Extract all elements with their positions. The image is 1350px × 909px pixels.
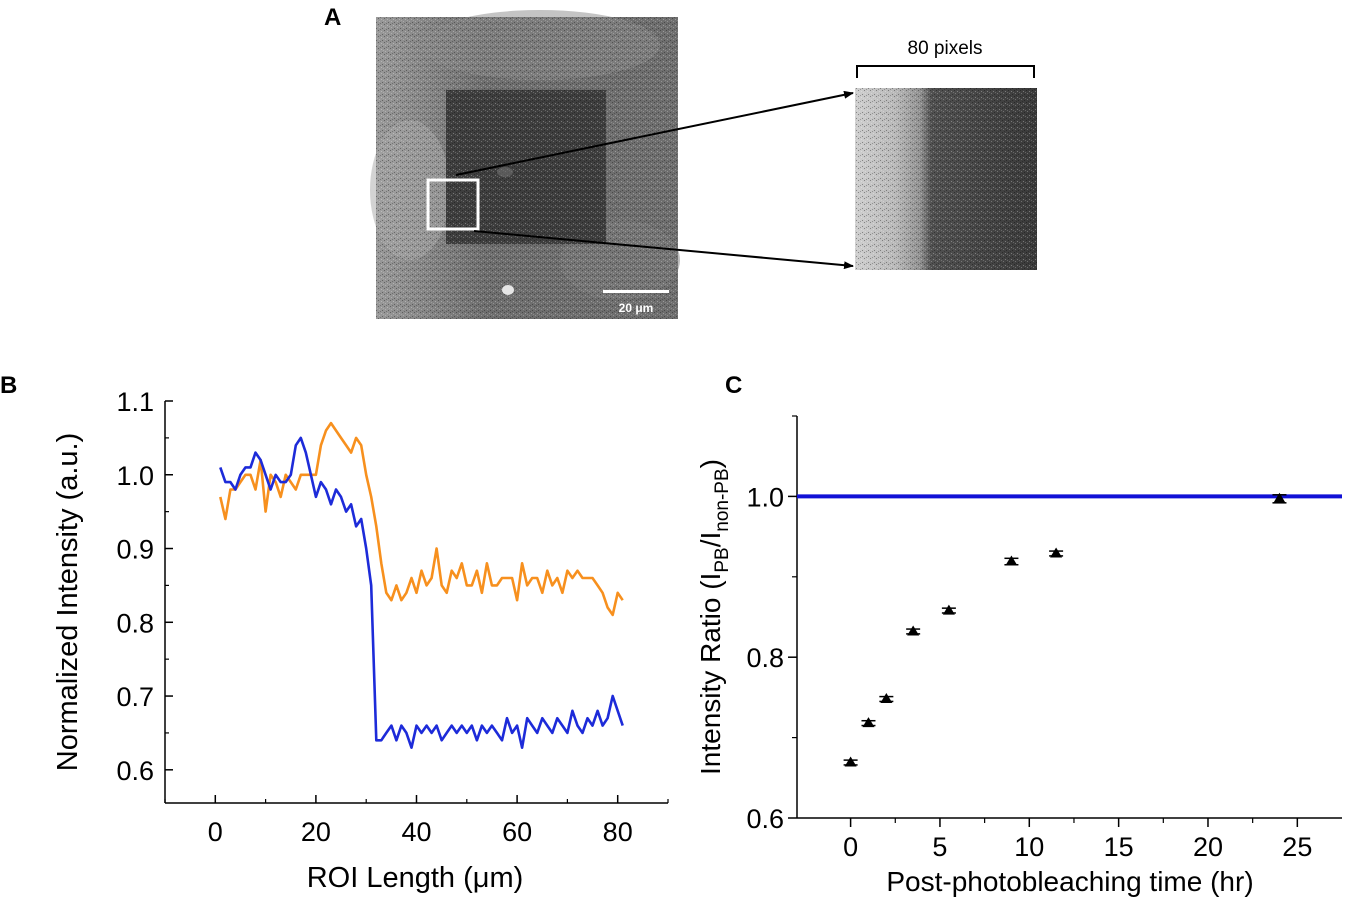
microscopy-image: 20 μm <box>370 10 680 319</box>
chart-b-x-tick-label: 80 <box>603 817 633 847</box>
chart-c-x-tick-label: 25 <box>1282 832 1312 862</box>
chart-c-point <box>1004 555 1019 566</box>
chart-c-xlabel: Post-photobleaching time (hr) <box>886 866 1253 897</box>
chart-b-y-tick-label: 0.9 <box>116 535 154 565</box>
chart-c-ylabel: Intensity Ratio (IPB/Inon-PB) <box>695 459 733 775</box>
chart-b-x-tick-label: 60 <box>502 817 532 847</box>
chart-c-x-tick-label: 0 <box>843 832 858 862</box>
chart-c-marker <box>1005 555 1018 566</box>
chart-c-y-tick-label: 0.8 <box>746 643 784 673</box>
chart-c-x-tick-label: 20 <box>1193 832 1223 862</box>
zoom-arrow-top <box>455 90 854 176</box>
chart-c-x-tick-label: 15 <box>1104 832 1134 862</box>
chart-c-x-tick-label: 10 <box>1014 832 1044 862</box>
roi-box <box>426 178 480 231</box>
chart-c-point <box>843 756 858 767</box>
chart-c-point <box>1272 492 1287 504</box>
chart-c-point <box>1049 547 1064 558</box>
chart-c-point <box>941 604 956 615</box>
chart-b-series-orange <box>219 421 624 617</box>
chart-c-y-tick-label: 1.0 <box>746 482 784 512</box>
scale-bar-label: 20 μm <box>619 301 654 315</box>
chart-b-y-tick-label: 0.6 <box>116 756 154 786</box>
zoom-arrow-bottom <box>473 230 854 270</box>
chart-b-x-tick-label: 0 <box>208 817 223 847</box>
chart-b-y-tick-label: 0.7 <box>116 682 154 712</box>
chart-c-marker <box>942 604 955 615</box>
zoom-label: 80 pixels <box>908 38 983 59</box>
scale-bar <box>603 290 669 293</box>
chart-b-y-tick-label: 1.0 <box>116 461 154 491</box>
chart-c-marker <box>844 756 857 767</box>
panel-a-letter: A <box>324 4 341 31</box>
panel-a: A 20 μm 80 pixels <box>324 4 1037 319</box>
zoomed-image <box>855 88 1037 270</box>
chart-b-xlabel: ROI Length (μm) <box>307 862 524 894</box>
panel-c-letter: C <box>725 372 742 399</box>
chart-b-ylabel: Normalized Intensity (a.u.) <box>52 433 84 771</box>
chart-c-y-tick-label: 0.6 <box>746 804 784 834</box>
chart-c-point <box>879 693 894 704</box>
chart-b-y-tick-label: 1.1 <box>116 387 154 417</box>
chart-c-point <box>906 625 921 636</box>
chart-b-x-tick-label: 40 <box>401 817 431 847</box>
chart-c-marker <box>1050 547 1063 558</box>
chart-c-point <box>861 717 876 728</box>
panel-c: C 0.6 0.8 1.0 0 5 10 15 20 25 Post-photobleachi… <box>695 372 1342 897</box>
zoom-bracket <box>856 65 1035 78</box>
chart-b-x-tick-label: 20 <box>301 817 331 847</box>
panel-b-letter: B <box>0 372 17 399</box>
chart-b-y-tick-label: 0.8 <box>116 608 154 638</box>
chart-c-marker <box>1273 492 1286 503</box>
chart-b-series-blue <box>219 436 624 750</box>
chart-c-marker <box>907 625 920 636</box>
chart-c-x-tick-label: 5 <box>932 832 947 862</box>
chart-c-marker <box>862 717 875 728</box>
panel-b: B 0.6 0.7 0.8 0.9 1.0 1.1 0 20 40 60 80 ROI Lengt… <box>0 372 669 894</box>
chart-c-marker <box>880 693 893 704</box>
